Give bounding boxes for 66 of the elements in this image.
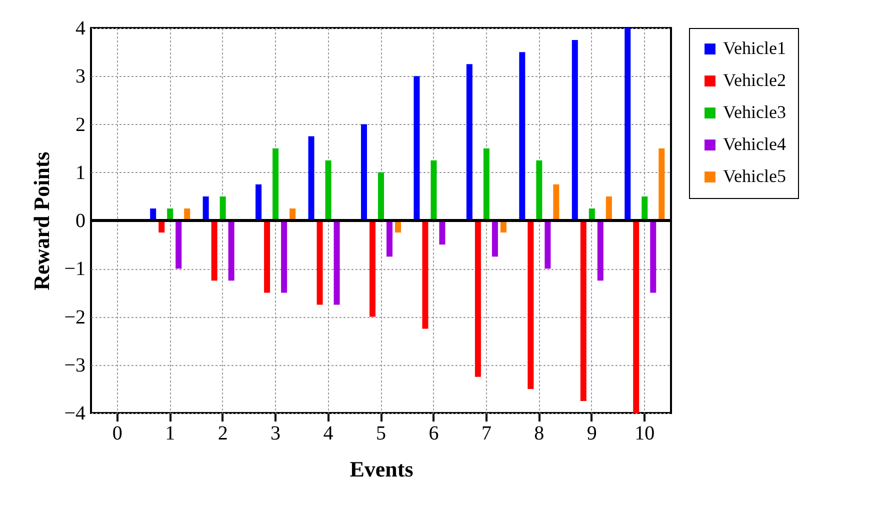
bar [256, 184, 262, 220]
legend-label: Vehicle3 [723, 102, 786, 122]
bar [606, 196, 612, 220]
y-tick-label: −3 [64, 354, 86, 376]
bar [325, 160, 332, 220]
bar [633, 220, 640, 413]
x-tick-label: 0 [112, 422, 122, 444]
x-tick-label: 9 [586, 422, 597, 444]
bar [597, 220, 604, 281]
bar [220, 196, 226, 220]
y-tick-label: −1 [64, 258, 86, 280]
bar [624, 28, 631, 220]
bar [658, 148, 665, 220]
bar [386, 220, 393, 257]
bar [414, 76, 420, 220]
bar [176, 220, 182, 269]
x-tick-label: 10 [634, 422, 655, 444]
legend-label: Vehicle2 [723, 70, 786, 90]
x-tick-label: 4 [323, 422, 334, 444]
bar [439, 220, 446, 245]
bar [580, 220, 586, 401]
y-tick-label: 3 [76, 66, 86, 88]
y-tick-label: 4 [76, 18, 86, 40]
legend-label: Vehicle1 [723, 38, 786, 58]
bar [430, 160, 437, 220]
bar [281, 220, 288, 293]
bar [202, 196, 209, 220]
y-axis-title: Reward Points [29, 151, 54, 290]
bar [572, 40, 578, 220]
y-tick-label: 0 [76, 210, 86, 232]
x-axis-title: Events [350, 456, 414, 482]
y-tick-label: 1 [76, 162, 86, 184]
bar [483, 148, 490, 220]
bar [264, 220, 270, 293]
x-tick-label: 8 [534, 422, 544, 444]
bar [519, 52, 526, 220]
bar [422, 220, 428, 329]
bar [536, 160, 542, 220]
y-tick-label: 2 [76, 114, 86, 136]
bar [642, 196, 648, 220]
bar [378, 172, 384, 220]
legend-label: Vehicle4 [723, 134, 786, 154]
bar [211, 220, 218, 281]
bar [528, 220, 534, 389]
bar [474, 220, 481, 377]
x-tick-label: 6 [428, 422, 439, 444]
y-tick-label: −4 [64, 402, 86, 424]
bar [544, 220, 551, 269]
bar [334, 220, 340, 305]
bar [316, 220, 323, 305]
y-tick-label: −2 [64, 306, 86, 328]
legend-label: Vehicle5 [723, 166, 786, 186]
x-tick-label: 5 [376, 422, 386, 444]
bar [369, 220, 376, 317]
bar [308, 136, 314, 220]
x-tick-label: 1 [165, 422, 176, 444]
x-tick-label: 3 [270, 422, 281, 444]
bar [553, 184, 560, 220]
bar [360, 124, 367, 220]
bar [466, 64, 472, 220]
bar [272, 148, 279, 220]
x-tick-label: 7 [481, 422, 492, 444]
bar [228, 220, 234, 281]
x-tick-label: 2 [218, 422, 228, 444]
bar [492, 220, 498, 257]
bar [650, 220, 656, 293]
